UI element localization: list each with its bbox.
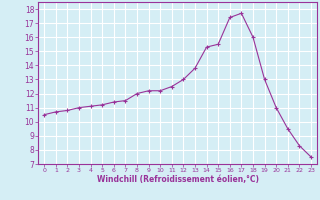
X-axis label: Windchill (Refroidissement éolien,°C): Windchill (Refroidissement éolien,°C) [97,175,259,184]
